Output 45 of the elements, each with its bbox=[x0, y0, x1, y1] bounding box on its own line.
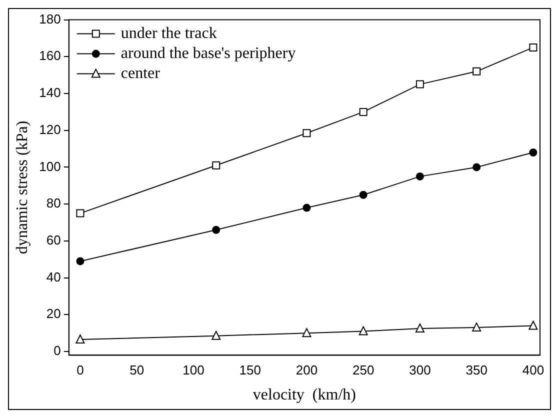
x-tick-label: 200 bbox=[296, 362, 318, 378]
x-tick-label: 400 bbox=[522, 362, 544, 378]
point bbox=[472, 67, 481, 76]
point bbox=[529, 43, 538, 52]
y-tick-label: 60 bbox=[46, 232, 61, 248]
x-tick-label: 150 bbox=[239, 362, 261, 378]
point bbox=[528, 320, 538, 330]
x-tick-label: 250 bbox=[352, 362, 374, 378]
point bbox=[302, 204, 311, 212]
x-tick-label: 350 bbox=[466, 362, 488, 378]
y-tick-label: 20 bbox=[46, 306, 61, 322]
y-axis-title: dynamic stress (kPa) bbox=[14, 120, 31, 254]
y-tick-label: 0 bbox=[54, 343, 61, 358]
legend-label: under the track bbox=[120, 25, 217, 42]
point bbox=[212, 161, 220, 170]
point bbox=[358, 326, 368, 336]
point bbox=[212, 226, 220, 234]
point bbox=[76, 334, 85, 344]
point bbox=[359, 190, 368, 199]
point bbox=[416, 80, 424, 88]
y-tick-label: 40 bbox=[46, 269, 61, 284]
y-tick-label: 180 bbox=[39, 11, 61, 26]
point bbox=[76, 257, 84, 266]
x-axis-title: velocity (km/h) bbox=[252, 386, 356, 404]
point bbox=[76, 209, 84, 218]
point bbox=[472, 322, 482, 332]
legend-label: center bbox=[120, 65, 161, 82]
x-tick-label: 50 bbox=[130, 362, 144, 378]
point bbox=[359, 108, 368, 116]
point bbox=[302, 129, 311, 138]
point bbox=[415, 323, 424, 332]
point bbox=[529, 148, 538, 156]
x-tick-label: 0 bbox=[76, 362, 84, 378]
point bbox=[302, 328, 312, 338]
x-tick-label: 300 bbox=[409, 362, 431, 378]
y-tick-label: 100 bbox=[39, 158, 61, 174]
y-tick-label: 140 bbox=[39, 85, 61, 100]
y-tick-label: 120 bbox=[39, 122, 61, 137]
y-tick-label: 160 bbox=[39, 48, 61, 64]
point bbox=[212, 330, 221, 340]
point bbox=[472, 163, 481, 172]
legend-label: around the base's periphery bbox=[120, 45, 296, 62]
y-tick-label: 80 bbox=[46, 196, 61, 211]
point bbox=[416, 172, 424, 180]
x-tick-label: 100 bbox=[182, 362, 204, 378]
